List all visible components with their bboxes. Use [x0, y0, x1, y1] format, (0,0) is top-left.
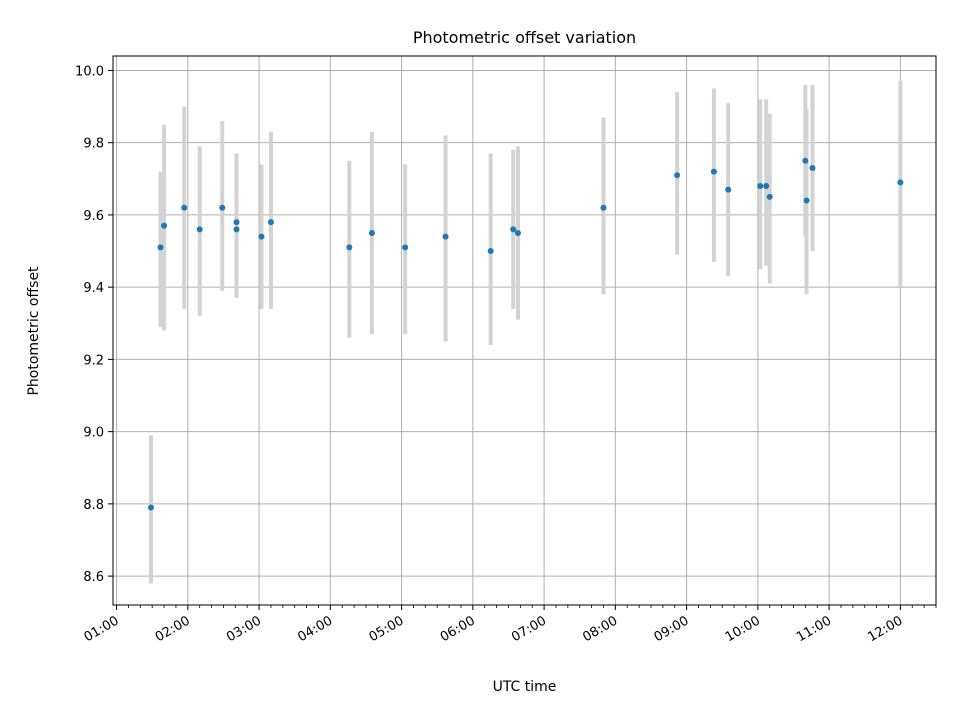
data-point: [346, 244, 353, 251]
data-point: [233, 226, 240, 233]
y-tick-label: 8.6: [83, 570, 104, 585]
data-point: [181, 204, 188, 211]
data-point: [487, 248, 494, 255]
plot-frame: [112, 55, 937, 606]
data-point: [763, 183, 770, 190]
data-point: [766, 193, 773, 200]
data-point: [809, 164, 816, 171]
data-point: [897, 179, 904, 186]
data-point: [674, 172, 681, 179]
data-point: [757, 183, 764, 190]
data-point: [219, 204, 226, 211]
data-point: [161, 222, 168, 229]
data-point: [803, 197, 810, 204]
data-point: [258, 233, 265, 240]
data-point: [157, 244, 164, 251]
data-point: [710, 168, 717, 175]
data-point: [267, 219, 274, 226]
data-point: [725, 186, 732, 193]
data-point: [514, 229, 521, 236]
x-axis-label: UTC time: [493, 679, 557, 695]
y-tick-label: 9.8: [83, 137, 104, 152]
data-point: [196, 226, 203, 233]
data-points: [148, 157, 904, 511]
y-axis-label: Photometric offset: [26, 266, 42, 396]
data-point: [402, 244, 409, 251]
data-point: [600, 204, 607, 211]
y-tick-label: 9.2: [83, 353, 104, 368]
y-tick-label: 10.0: [75, 64, 104, 79]
y-tick-label: 9.6: [83, 209, 104, 224]
chart-title: Photometric offset variation: [413, 28, 636, 47]
data-point: [802, 157, 809, 164]
y-tick-label: 9.4: [83, 281, 104, 296]
y-tick-label: 8.8: [83, 498, 104, 513]
data-point: [442, 233, 449, 240]
data-point: [510, 226, 517, 233]
data-point: [148, 504, 155, 511]
data-point: [233, 219, 240, 226]
data-point: [368, 229, 375, 236]
y-tick-label: 9.0: [83, 426, 104, 441]
